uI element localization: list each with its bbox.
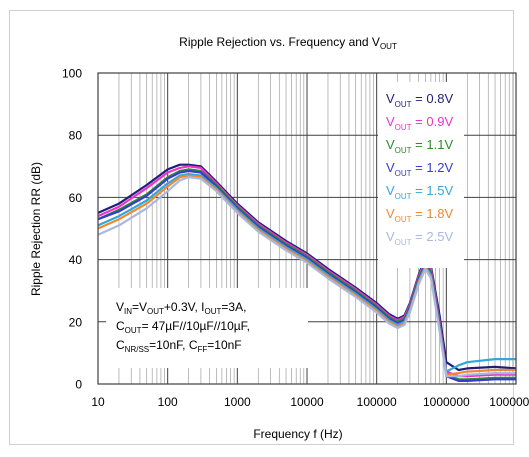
condition-subscript: OUT bbox=[205, 307, 222, 316]
condition-subscript: FF bbox=[198, 345, 208, 354]
condition-subscript: IN bbox=[124, 307, 132, 316]
plot-border bbox=[97, 72, 517, 385]
y-tick-label: 40 bbox=[69, 253, 83, 267]
condition-text: =3A, bbox=[221, 300, 246, 314]
x-tick-labels: 10 100 1000 10000 100000 1000000 10000000 bbox=[91, 395, 529, 409]
legend-value: = 1.5V bbox=[412, 183, 454, 198]
legend-entry-2: VOUT = 1.1V bbox=[386, 137, 453, 155]
legend-entry-3: VOUT = 1.2V bbox=[386, 160, 453, 178]
chart-title-main: Ripple Rejection vs. Frequency and V bbox=[179, 35, 380, 49]
legend-box bbox=[378, 82, 464, 268]
condition-line-1: COUT= 47µF//10µF//10µF, bbox=[116, 319, 250, 335]
legend-value: = 1.8V bbox=[412, 206, 454, 221]
condition-subscript: OUT bbox=[147, 307, 164, 316]
condition-text: =V bbox=[132, 300, 147, 314]
condition-subscript: NR/SS bbox=[125, 345, 149, 354]
legend-value: = 1.1V bbox=[412, 137, 454, 152]
legend-subscript: OUT bbox=[395, 123, 412, 132]
legend-entry-5: VOUT = 1.8V bbox=[386, 206, 453, 224]
legend-entry-0: VOUT = 0.8V bbox=[386, 91, 453, 109]
plot-axes bbox=[97, 72, 517, 385]
x-tick-label: 1000000 bbox=[423, 395, 470, 409]
legend-prefix: V bbox=[386, 206, 395, 221]
legend-prefix: V bbox=[386, 91, 395, 106]
legend-value: = 0.9V bbox=[412, 114, 454, 129]
condition-line-2: CNR/SS=10nF, CFF=10nF bbox=[116, 338, 242, 354]
x-tick-label: 100 bbox=[158, 395, 178, 409]
legend-prefix: V bbox=[386, 229, 395, 244]
y-tick-label: 80 bbox=[69, 129, 83, 143]
conditions-background bbox=[106, 288, 308, 368]
condition-line-0: VIN=VOUT+0.3V, IOUT=3A, bbox=[116, 300, 246, 316]
condition-text: V bbox=[116, 300, 124, 314]
legend-subscript: OUT bbox=[395, 192, 412, 201]
condition-text: +0.3V, I bbox=[164, 300, 205, 314]
x-tick-label: 1000 bbox=[224, 395, 251, 409]
condition-text: = 47µF//10µF//10µF, bbox=[142, 319, 250, 333]
y-axis-label: Ripple Rejection RR (dB) bbox=[29, 162, 43, 296]
legend-subscript: OUT bbox=[395, 169, 412, 178]
legend-prefix: V bbox=[386, 137, 395, 152]
series-line-6 bbox=[97, 176, 516, 378]
legend-subscript: OUT bbox=[395, 238, 412, 247]
condition-text: =10nF bbox=[207, 338, 241, 352]
legend-prefix: V bbox=[386, 114, 395, 129]
condition-subscript: OUT bbox=[125, 326, 142, 335]
chart-title: Ripple Rejection vs. Frequency and VOUT bbox=[179, 35, 397, 51]
y-tick-label: 0 bbox=[75, 378, 82, 392]
x-tick-label: 10000 bbox=[290, 395, 324, 409]
legend-value: = 1.2V bbox=[412, 160, 454, 175]
chart-title-subscript: OUT bbox=[380, 42, 397, 51]
legend-entry-6: VOUT = 2.5V bbox=[386, 229, 453, 247]
y-tick-label: 100 bbox=[62, 67, 82, 81]
series-lines bbox=[97, 163, 517, 382]
legend-subscript: OUT bbox=[395, 100, 412, 109]
x-tick-label: 100000 bbox=[357, 395, 397, 409]
y-tick-labels: 0 20 40 60 80 100 bbox=[62, 67, 82, 392]
legend-value: = 2.5V bbox=[412, 229, 454, 244]
condition-text: =10nF, C bbox=[149, 338, 198, 352]
x-tick-label: 10 bbox=[91, 395, 105, 409]
y-tick-label: 20 bbox=[69, 315, 83, 329]
legend-subscript: OUT bbox=[395, 146, 412, 155]
legend-prefix: V bbox=[386, 160, 395, 175]
legend-entry-1: VOUT = 0.9V bbox=[386, 114, 453, 132]
x-tick-label: 10000000 bbox=[489, 395, 529, 409]
legend-entry-4: VOUT = 1.5V bbox=[386, 183, 453, 201]
legend-prefix: V bbox=[386, 183, 395, 198]
legend-subscript: OUT bbox=[395, 215, 412, 224]
y-tick-label: 60 bbox=[69, 191, 83, 205]
legend-value: = 0.8V bbox=[412, 91, 454, 106]
test-conditions-box: VIN=VOUT+0.3V, IOUT=3A,COUT= 47µF//10µF/… bbox=[106, 288, 308, 368]
x-axis-label: Frequency f (Hz) bbox=[253, 427, 342, 441]
condition-text: C bbox=[116, 319, 125, 333]
condition-text: C bbox=[116, 338, 125, 352]
